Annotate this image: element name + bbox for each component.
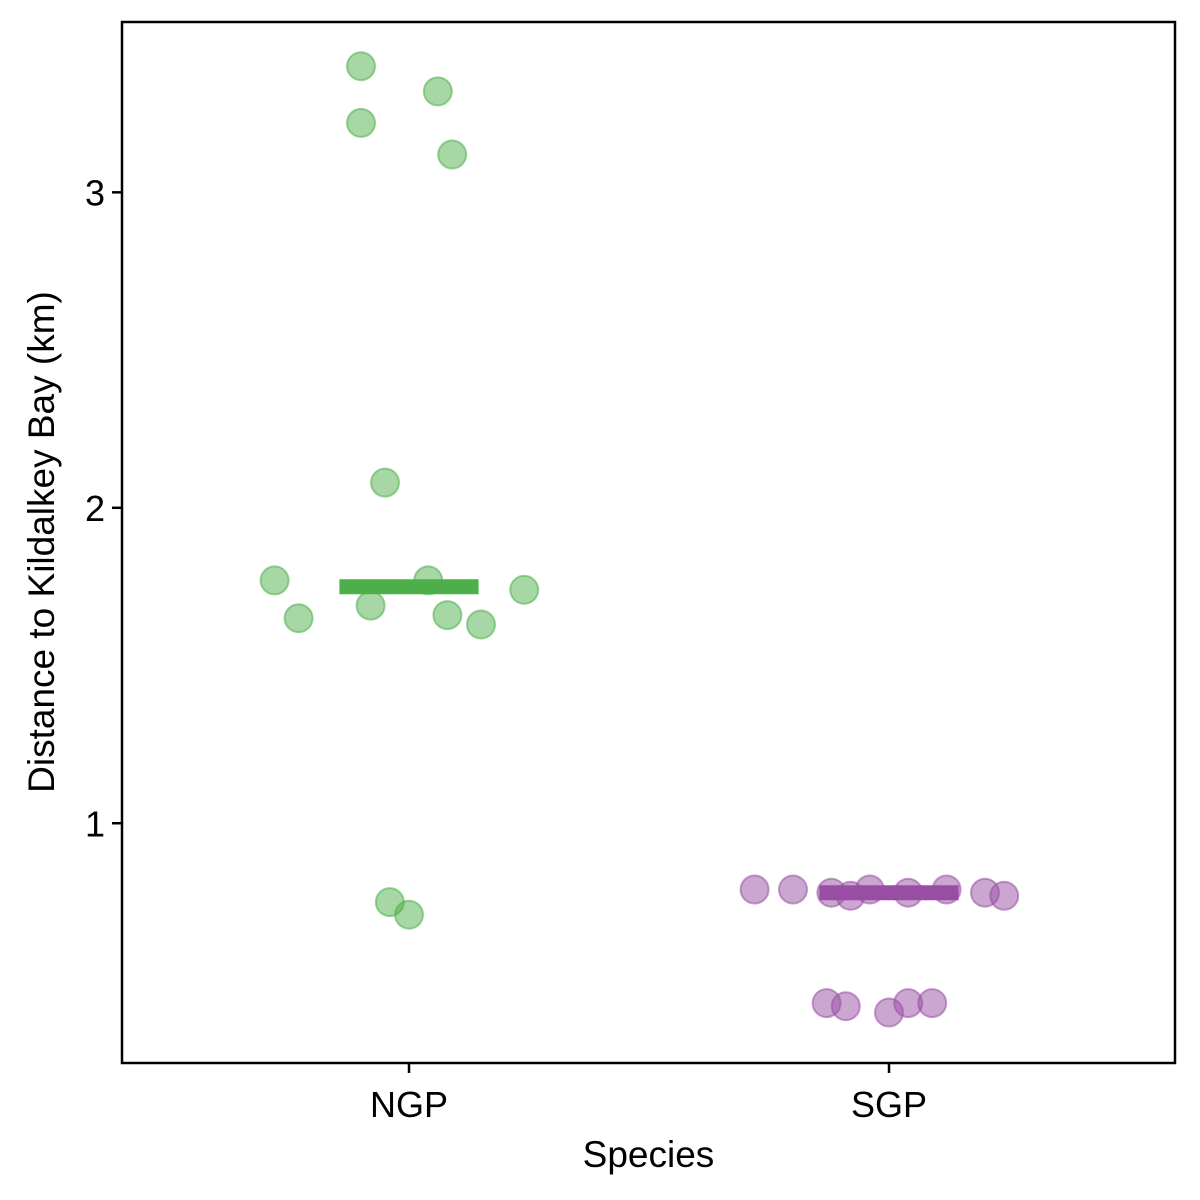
y-tick-label-1: 1: [85, 803, 105, 844]
data-point-ngp-6: [259, 565, 290, 596]
data-point-ngp-9: [355, 590, 386, 621]
data-point-ngp-4: [437, 139, 468, 170]
y-tick-label-2: 2: [85, 488, 105, 529]
data-point-sgp-1: [739, 874, 770, 905]
x-tick-label-sgp: SGP: [851, 1084, 927, 1125]
data-point-sgp-11: [830, 991, 861, 1022]
y-axis-title: Distance to Kildalkey Bay (km): [21, 291, 62, 793]
data-point-ngp-8: [509, 574, 540, 605]
axes-layer: 1 2 3 NGP SGP: [85, 172, 927, 1125]
data-point-ngp-11: [283, 603, 314, 634]
data-point-sgp-2: [778, 874, 808, 905]
x-axis-title: Species: [583, 1134, 715, 1175]
data-point-ngp-14: [394, 899, 424, 930]
means-layer: [339, 579, 959, 901]
plot-panel: [120, 20, 1177, 1065]
data-point-ngp-1: [346, 51, 376, 82]
data-point-ngp-3: [346, 107, 376, 138]
data-point-ngp-2: [422, 76, 453, 107]
data-point-ngp-12: [466, 609, 496, 640]
x-tick-label-ngp: NGP: [370, 1084, 448, 1125]
data-point-ngp-5: [370, 467, 400, 498]
y-tick-label-3: 3: [85, 172, 105, 213]
data-point-sgp-9: [989, 880, 1020, 911]
data-point-sgp-14: [917, 988, 948, 1019]
data-point-ngp-10: [432, 600, 463, 631]
